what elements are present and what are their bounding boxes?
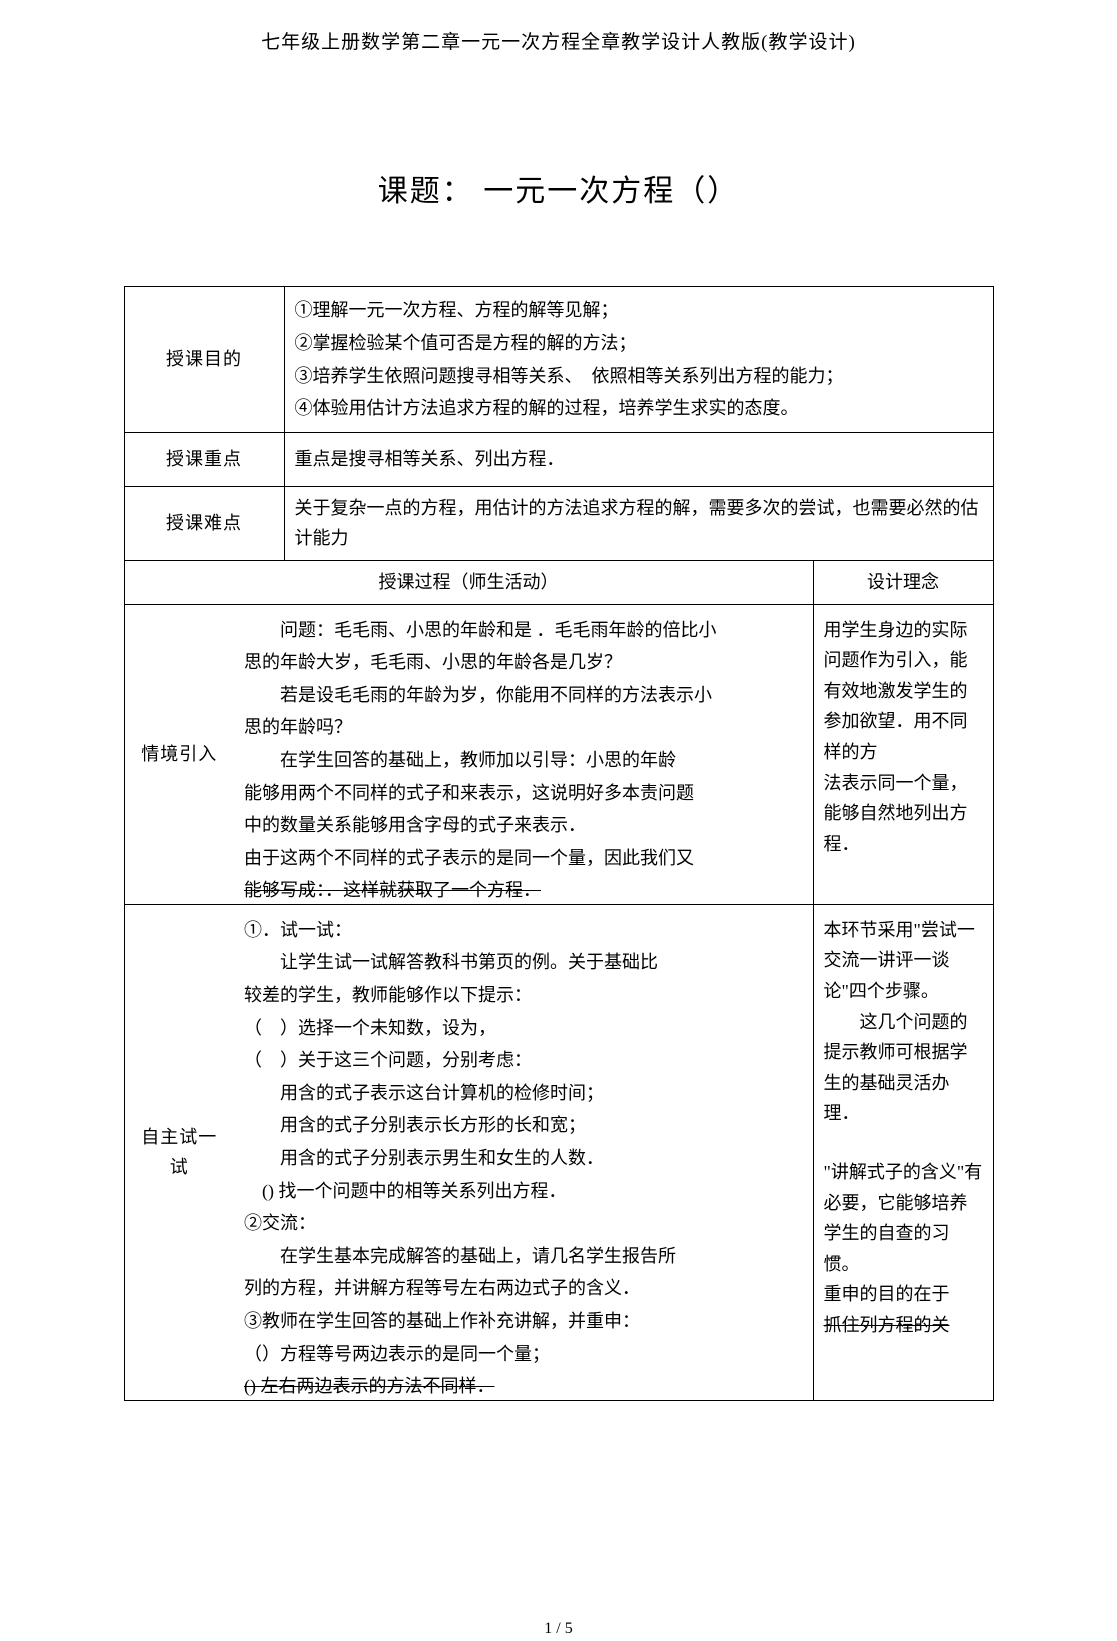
- context-label: 情境引入: [124, 604, 234, 904]
- lesson-title: 课题： 一元一次方程（）: [0, 168, 1117, 216]
- page-header: 七年级上册数学第二章一元一次方程全章教学设计人教版(教学设计): [0, 0, 1117, 58]
- selftry-line: ③教师在学生回答的基础上作补充讲解，并重申：: [244, 1306, 803, 1337]
- table-row: 授课难点 关于复杂一点的方程，用估计的方法追求方程的解，需要多次的尝试，也需要必…: [124, 486, 993, 560]
- objective-content: ①理解一元一次方程、方程的解等见解； ②掌握检验某个值可否是方程的解的方法； ③…: [284, 287, 993, 432]
- selftry-strike: () 左右两边表示的方法不同样．: [244, 1371, 803, 1402]
- selftry-line: 用含的式子表示这台计算机的检修时间；: [244, 1078, 803, 1109]
- selftry-rationale-bottom: "讲解式子的含义"有必要，它能够培养学生的自查的习惯。 重申的目的在于: [824, 1157, 983, 1310]
- context-line: 思的年龄大岁，毛毛雨、小思的年龄各是几岁？: [244, 647, 803, 678]
- objective-item: ①理解一元一次方程、方程的解等见解；: [295, 295, 983, 326]
- selftry-line: 列的方程，并讲解方程等号左右两边式子的含义．: [244, 1273, 803, 1304]
- selftry-body: ①．试一试： 让学生试一试解答教科书第页的例。关于基础比 较差的学生，教师能够作…: [234, 904, 813, 1400]
- selftry-label: 自主试一试: [124, 904, 234, 1400]
- objective-item: ④体验用估计方法追求方程的解的过程，培养学生求实的态度。: [295, 393, 983, 424]
- context-line: 中的数量关系能够用含字母的式子来表示．: [244, 810, 803, 841]
- context-line: 问题：毛毛雨、小思的年龄和是 ．毛毛雨年龄的倍比小: [244, 615, 803, 646]
- selftry-line: 用含的式子分别表示长方形的长和宽；: [244, 1110, 803, 1141]
- lesson-plan-table: 授课目的 ①理解一元一次方程、方程的解等见解； ②掌握检验某个值可否是方程的解的…: [124, 286, 994, 1400]
- difficulty-content: 关于复杂一点的方程，用估计的方法追求方程的解，需要多次的尝试，也需要必然的估计能…: [284, 486, 993, 560]
- selftry-line: （ ）关于这三个问题，分别考虑：: [244, 1045, 803, 1076]
- context-line: 由于这两个不同样的式子表示的是同一个量，因此我们又: [244, 843, 803, 874]
- selftry-line: （）方程等号两边表示的是同一个量；: [244, 1339, 803, 1370]
- context-line: 能够用两个不同样的式子和来表示，这说明好多本责问题: [244, 778, 803, 809]
- selftry-line: （ ）选择一个未知数，设为，: [244, 1013, 803, 1044]
- objective-item: ③培养学生依照问题搜寻相等关系、 依照相等关系列出方程的能力；: [295, 361, 983, 392]
- page-footer: 1 / 5: [0, 1616, 1117, 1641]
- context-line: 在学生回答的基础上，教师加以引导：小思的年龄: [244, 745, 803, 776]
- selftry-line: ②交流：: [244, 1208, 803, 1239]
- objective-item: ②掌握检验某个值可否是方程的解的方法；: [295, 328, 983, 359]
- objective-label: 授课目的: [124, 287, 284, 432]
- context-rationale: 用学生身边的实际问题作为引入，能有效地激发学生的参加欲望．用不同样的方 法表示同…: [813, 604, 993, 904]
- table-row: 授课重点 重点是搜寻相等关系、列出方程．: [124, 432, 993, 486]
- process-header: 授课过程（师生活动）: [124, 560, 813, 604]
- table-row: 情境引入 问题：毛毛雨、小思的年龄和是 ．毛毛雨年龄的倍比小 思的年龄大岁，毛毛…: [124, 604, 993, 904]
- context-strike: 能够写成：．这样就获取了一个方程．: [244, 875, 803, 906]
- selftry-line: 用含的式子分别表示男生和女生的人数．: [244, 1143, 803, 1174]
- table-row: 授课过程（师生活动） 设计理念: [124, 560, 993, 604]
- context-body: 问题：毛毛雨、小思的年龄和是 ．毛毛雨年龄的倍比小 思的年龄大岁，毛毛雨、小思的…: [234, 604, 813, 904]
- selftry-line: 在学生基本完成解答的基础上，请几名学生报告所: [244, 1241, 803, 1272]
- table-row: 自主试一试 ①．试一试： 让学生试一试解答教科书第页的例。关于基础比 较差的学生…: [124, 904, 993, 1400]
- selftry-rationale: 本环节采用"尝试一交流一讲评一谈论"四个步骤。 这几个问题的提示教师可根据学生的…: [813, 904, 993, 1400]
- table-row: 授课目的 ①理解一元一次方程、方程的解等见解； ②掌握检验某个值可否是方程的解的…: [124, 287, 993, 432]
- selftry-line: () 找一个问题中的相等关系列出方程．: [244, 1176, 803, 1207]
- selftry-rationale-top: 本环节采用"尝试一交流一讲评一谈论"四个步骤。 这几个问题的提示教师可根据学生的…: [824, 915, 983, 1129]
- context-line: 若是设毛毛雨的年龄为岁，你能用不同样的方法表示小: [244, 680, 803, 711]
- selftry-line: 较差的学生，教师能够作以下提示：: [244, 980, 803, 1011]
- keypoint-label: 授课重点: [124, 432, 284, 486]
- context-line: 思的年龄吗？: [244, 712, 803, 743]
- selftry-line: 让学生试一试解答教科书第页的例。关于基础比: [244, 947, 803, 978]
- rationale-header: 设计理念: [813, 560, 993, 604]
- difficulty-label: 授课难点: [124, 486, 284, 560]
- selftry-line: ①．试一试：: [244, 915, 803, 946]
- keypoint-content: 重点是搜寻相等关系、列出方程．: [284, 432, 993, 486]
- selftry-rationale-strike: 抓住列方程的关: [824, 1310, 983, 1341]
